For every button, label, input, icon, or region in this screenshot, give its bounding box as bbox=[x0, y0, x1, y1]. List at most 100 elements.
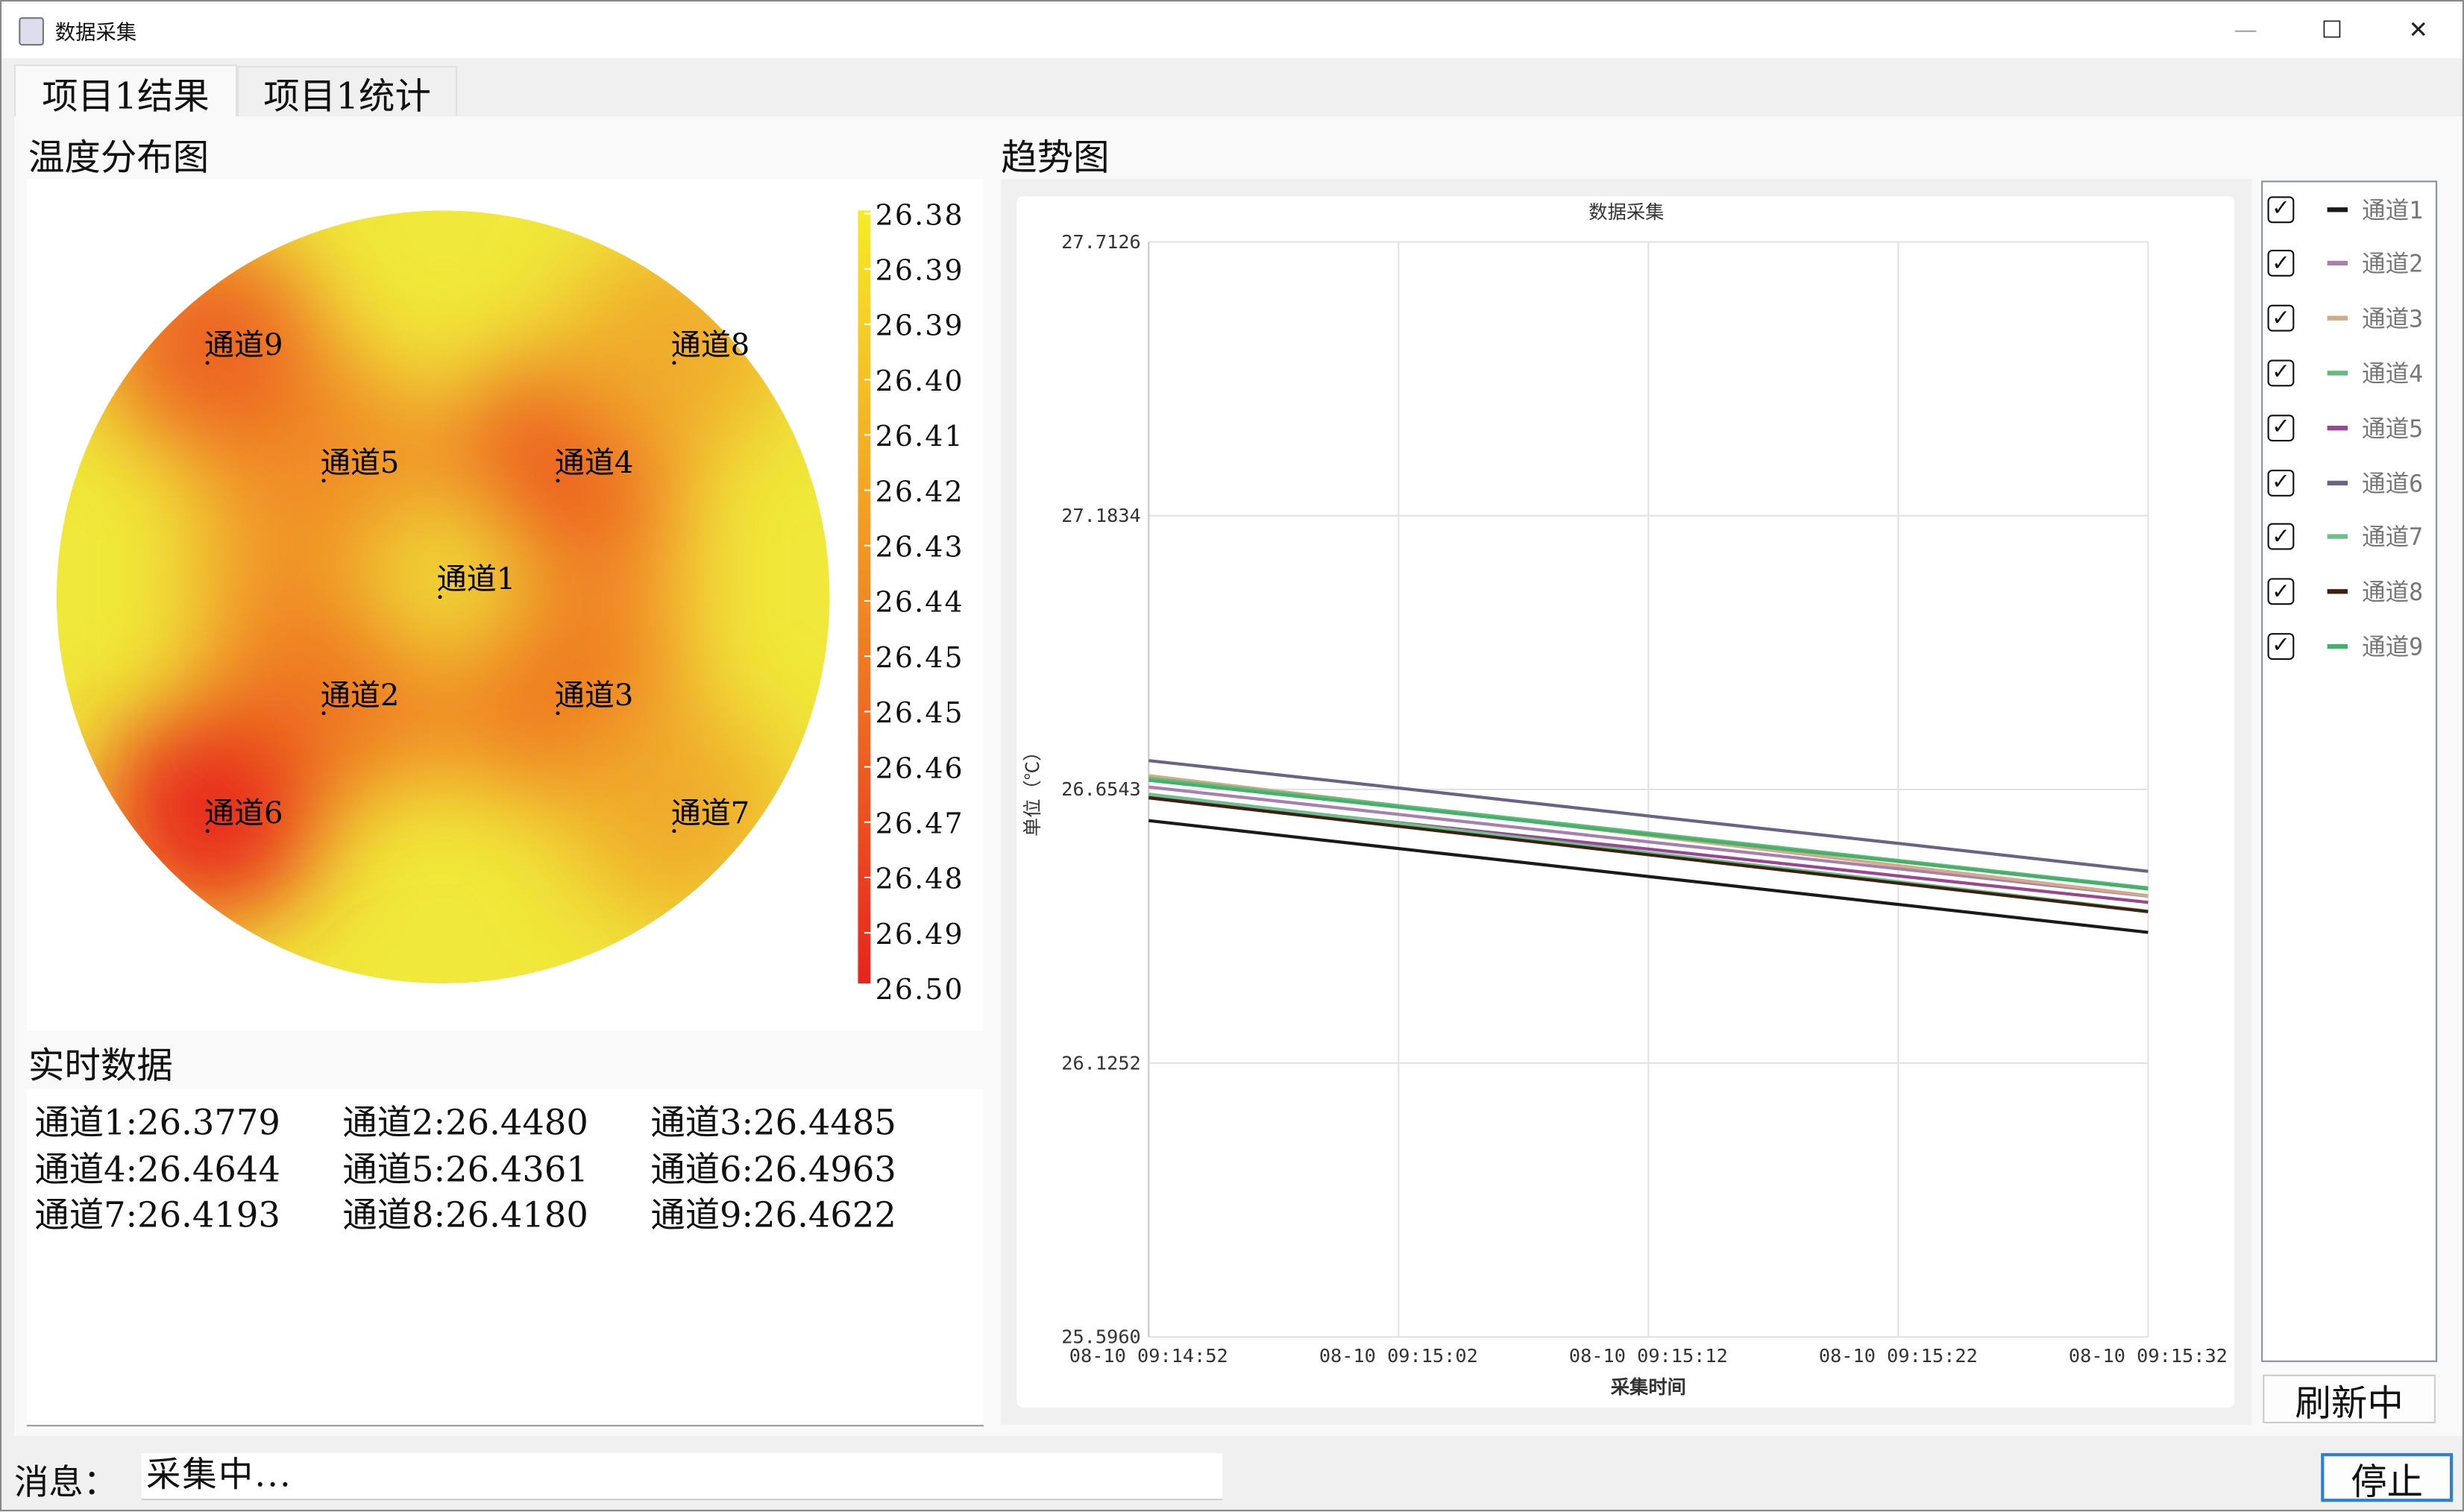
maximize-button[interactable]: ☐ bbox=[2321, 16, 2343, 44]
minimize-button[interactable]: — bbox=[2234, 16, 2257, 44]
legend-label: 通道3 bbox=[2361, 304, 2424, 333]
colorbar-tick-label: 26.39 bbox=[876, 254, 964, 287]
colorbar bbox=[858, 210, 871, 984]
heatmap-title: 温度分布图 bbox=[28, 138, 210, 180]
x-axis-label: 采集时间 bbox=[1611, 1376, 1686, 1398]
legend-label: 通道9 bbox=[2361, 632, 2424, 661]
colorbar-tick-label: 26.50 bbox=[876, 973, 964, 1006]
checkbox[interactable]: ✓ bbox=[2267, 359, 2295, 387]
legend-item[interactable]: ✓ 通道6 bbox=[2263, 464, 2436, 502]
legend-label: 通道8 bbox=[2361, 578, 2424, 607]
series-line-6 bbox=[1148, 759, 2149, 873]
channel-point bbox=[321, 479, 326, 483]
checkbox[interactable]: ✓ bbox=[2267, 468, 2295, 496]
realtime-value: 通道7:26.4193 bbox=[34, 1197, 280, 1237]
legend-item[interactable]: ✓ 通道8 bbox=[2263, 573, 2436, 611]
series-swatch bbox=[2327, 643, 2348, 649]
realtime-value: 通道6:26.4963 bbox=[650, 1150, 896, 1191]
channel-label: 通道7 bbox=[671, 796, 750, 831]
legend-label: 通道1 bbox=[2361, 195, 2424, 224]
series-swatch bbox=[2327, 315, 2348, 321]
channel-point bbox=[321, 711, 326, 716]
realtime-value: 通道3:26.4485 bbox=[650, 1104, 896, 1144]
tab-project1-statistics[interactable]: 项目1统计 bbox=[237, 66, 458, 117]
checkbox[interactable]: ✓ bbox=[2267, 414, 2295, 441]
series-swatch bbox=[2327, 589, 2348, 594]
legend-item[interactable]: ✓ 通道9 bbox=[2263, 628, 2436, 666]
channel-label: 通道4 bbox=[555, 446, 634, 480]
colorbar-tick-label: 26.48 bbox=[876, 863, 964, 895]
legend-item[interactable]: ✓ 通道1 bbox=[2263, 190, 2436, 228]
colorbar-tick-label: 26.43 bbox=[876, 531, 964, 564]
realtime-value: 通道4:26.4644 bbox=[34, 1150, 280, 1191]
channel-point bbox=[438, 595, 442, 599]
colorbar-tick-label: 26.41 bbox=[876, 420, 964, 453]
checkbox[interactable]: ✓ bbox=[2267, 632, 2295, 660]
series-swatch bbox=[2327, 371, 2348, 376]
channel-point bbox=[205, 829, 210, 834]
channel-point bbox=[556, 479, 560, 483]
checkbox[interactable]: ✓ bbox=[2267, 250, 2295, 277]
checkbox[interactable]: ✓ bbox=[2267, 523, 2295, 551]
legend-item[interactable]: ✓ 通道4 bbox=[2263, 354, 2436, 392]
colorbar-tick-label: 26.47 bbox=[876, 807, 964, 840]
y-tick-label: 27.1834 bbox=[1061, 505, 1140, 526]
realtime-panel: 通道1:26.3779 通道2:26.4480 通道3:26.4485 通道4:26.… bbox=[26, 1089, 984, 1427]
message-field[interactable]: 采集中... bbox=[141, 1453, 1223, 1501]
realtime-value: 通道8:26.4180 bbox=[342, 1197, 588, 1237]
colorbar-tick-label: 26.39 bbox=[876, 309, 964, 342]
checkbox[interactable]: ✓ bbox=[2267, 304, 2295, 332]
y-axis-label: 单位（℃） bbox=[1022, 743, 1043, 837]
channel-point bbox=[672, 829, 676, 834]
legend-item[interactable]: ✓ 通道3 bbox=[2263, 300, 2436, 338]
legend-item[interactable]: ✓ 通道5 bbox=[2263, 409, 2436, 447]
trend-chart: 数据采集27.712627.183426.654326.125225.59600… bbox=[1022, 201, 2228, 1398]
checkbox[interactable]: ✓ bbox=[2267, 195, 2295, 223]
chart-frame: 数据采集 27.7126 27.1834 26.6543 26.1252 25.5960 0… bbox=[1001, 179, 2252, 1426]
realtime-value: 通道9:26.4622 bbox=[650, 1197, 896, 1237]
y-tick-label: 26.6543 bbox=[1061, 778, 1140, 800]
colorbar-tick-label: 26.44 bbox=[876, 586, 964, 619]
x-tick-label: 08-10 09:15:12 bbox=[1569, 1345, 1728, 1367]
legend-label: 通道7 bbox=[2361, 523, 2424, 552]
realtime-title: 实时数据 bbox=[28, 1046, 173, 1088]
series-swatch bbox=[2327, 535, 2348, 540]
series-swatch bbox=[2327, 261, 2348, 266]
channel-label: 通道2 bbox=[321, 678, 400, 713]
x-tick-label: 08-10 09:15:22 bbox=[1819, 1345, 1978, 1367]
trend-title: 趋势图 bbox=[1001, 138, 1110, 180]
colorbar-tick-label: 26.46 bbox=[876, 752, 964, 784]
close-button[interactable]: ✕ bbox=[2408, 16, 2429, 44]
tab-project1-results[interactable]: 项目1结果 bbox=[13, 64, 238, 119]
series-line-9 bbox=[1148, 778, 2149, 891]
channel-label: 通道8 bbox=[671, 328, 750, 362]
legend-label: 通道6 bbox=[2361, 468, 2424, 497]
legend-label: 通道2 bbox=[2361, 250, 2424, 279]
title-bar: 数据采集 — ☐ ✕ bbox=[1, 1, 2463, 58]
colorbar-tick-label: 26.49 bbox=[876, 918, 964, 951]
legend-item[interactable]: ✓ 通道7 bbox=[2263, 518, 2436, 556]
chart-title: 数据采集 bbox=[1588, 201, 1664, 223]
series-line-8 bbox=[1148, 796, 2149, 913]
channel-point bbox=[672, 361, 676, 365]
x-tick-label: 08-10 09:14:52 bbox=[1069, 1345, 1228, 1367]
y-tick-label: 26.1252 bbox=[1061, 1052, 1140, 1074]
legend-panel: ✓ 通道1 ✓ 通道2 ✓ 通道3 ✓ 通道4 ✓ 通道5 ✓ 通道6 ✓ 通道7 ✓ 通道8 ✓ 通道9 bbox=[2261, 180, 2438, 1362]
channel-label: 通道5 bbox=[321, 446, 400, 480]
channel-point bbox=[205, 361, 210, 365]
x-tick-label: 08-10 09:15:32 bbox=[2069, 1345, 2228, 1367]
app-icon bbox=[19, 17, 44, 46]
legend-label: 通道5 bbox=[2361, 414, 2424, 443]
stop-button[interactable]: 停止 bbox=[2321, 1453, 2454, 1502]
colorbar-tick-label: 26.40 bbox=[876, 365, 964, 397]
x-tick-label: 08-10 09:15:02 bbox=[1319, 1345, 1478, 1367]
colorbar-tick-label: 26.45 bbox=[876, 696, 964, 729]
message-label: 消息： bbox=[13, 1464, 119, 1504]
y-tick-label: 25.5960 bbox=[1061, 1326, 1140, 1348]
checkbox[interactable]: ✓ bbox=[2267, 578, 2295, 605]
legend-item[interactable]: ✓ 通道2 bbox=[2263, 245, 2436, 283]
heatmap-panel: 通道1 通道2 通道3 通道4 通道5 通道6 通道7 通道8 通道9 26.38 26.39 26.… bbox=[26, 179, 984, 1031]
series-swatch bbox=[2327, 207, 2348, 212]
refresh-button[interactable]: 刷新中 bbox=[2263, 1374, 2436, 1424]
